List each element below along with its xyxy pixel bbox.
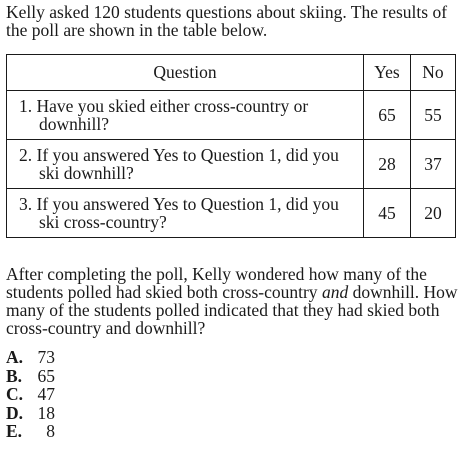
choice-value: 8: [46, 421, 55, 441]
column-header-question: Question: [6, 54, 364, 91]
question-cell: 3. If you answered Yes to Question 1, di…: [6, 188, 364, 238]
no-count-cell: 37: [410, 139, 456, 189]
choice-letter: E.: [6, 421, 23, 441]
no-count-cell: 55: [410, 90, 456, 140]
question-text: 1. Have you skied either cross-country o…: [19, 96, 309, 134]
prompt-text-after: downhill. How many of the students polle…: [6, 282, 458, 338]
table-row: 3. If you answered Yes to Question 1, di…: [6, 188, 456, 238]
answer-choices: A. 73 B. 65 C. 47 D. 18 E. 8: [6, 348, 55, 441]
question-cell: 1. Have you skied either cross-country o…: [6, 90, 364, 140]
table-row: 2. If you answered Yes to Question 1, di…: [6, 139, 456, 189]
answer-choice-d[interactable]: D. 18: [6, 402, 56, 423]
choice-value: 73: [37, 347, 56, 367]
choice-letter: D.: [6, 402, 24, 423]
yes-count-cell: 28: [363, 139, 411, 189]
question-text: 3. If you answered Yes to Question 1, di…: [19, 194, 339, 232]
answer-choice-b[interactable]: B. 65: [6, 365, 56, 386]
question-cell: 2. If you answered Yes to Question 1, di…: [6, 139, 364, 189]
table-row: 1. Have you skied either cross-country o…: [6, 90, 456, 140]
column-header-yes: Yes: [363, 54, 411, 91]
yes-count-cell: 45: [363, 188, 411, 238]
choice-value: 47: [37, 384, 56, 404]
choice-value: 65: [37, 365, 56, 386]
choice-value: 18: [37, 402, 56, 423]
prompt-emphasis: and: [321, 282, 349, 302]
choice-letter: C.: [6, 384, 24, 404]
choice-letter: B.: [6, 365, 23, 386]
answer-choice-a[interactable]: A. 73: [6, 348, 55, 367]
choice-letter: A.: [6, 347, 24, 367]
question-prompt: After completing the poll, Kelly wondere…: [6, 265, 468, 337]
answer-choice-e[interactable]: E. 8: [6, 422, 55, 441]
table-header-row: Question Yes No: [6, 54, 456, 91]
intro-text: Kelly asked 120 students questions about…: [6, 2, 448, 40]
yes-count-cell: 65: [363, 90, 411, 140]
column-header-no: No: [410, 54, 456, 91]
poll-results-table: Question Yes No 1. Have you skied either…: [6, 54, 456, 238]
prompt-text-before: After completing the poll, Kelly wondere…: [6, 264, 427, 302]
question-text: 2. If you answered Yes to Question 1, di…: [19, 145, 339, 183]
no-count-cell: 20: [410, 188, 456, 238]
answer-choice-c[interactable]: C. 47: [6, 385, 55, 404]
